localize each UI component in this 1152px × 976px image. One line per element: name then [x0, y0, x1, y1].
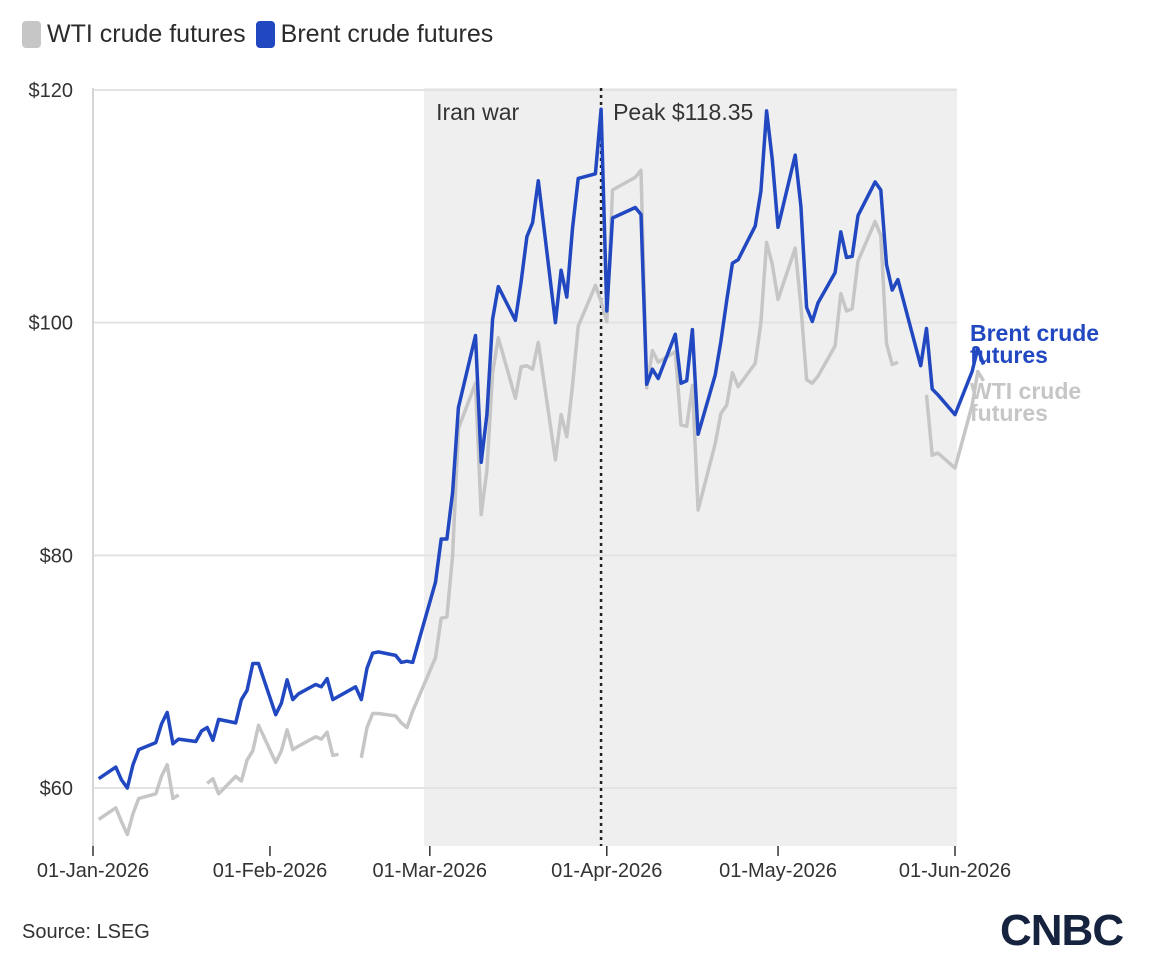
legend-item-brent[interactable]: Brent crude futures [255, 20, 494, 49]
peak-marker-label: Peak $118.35 [613, 99, 753, 125]
wti-swatch [22, 21, 41, 48]
x-tick-label: 01-May-2026 [719, 860, 837, 882]
y-tick-label: $100 [29, 313, 74, 335]
cnbc-logo: CNBC [1000, 906, 1124, 955]
x-tick-label: 01-Jan-2026 [37, 860, 149, 882]
x-tick-label: 01-Apr-2026 [551, 860, 662, 882]
brent-series-line [97, 107, 986, 790]
source-note: Source: LSEG [22, 921, 150, 943]
war-shaded-region [424, 88, 957, 846]
wti-end-label: WTI crude futures [970, 378, 1081, 426]
legend-label-brent: Brent crude futures [280, 20, 494, 48]
legend-label-wti: WTI crude futures [47, 20, 246, 48]
wti-series-line [97, 168, 985, 837]
y-tick-label: $60 [40, 778, 73, 800]
legend-item-wti[interactable]: WTI crude futures [22, 20, 246, 49]
oil-price-chart: $60 $80 $100 $120 01-Jan-2026 01-Feb-2026 01-M… [29, 80, 1100, 882]
brent-end-label: Brent crude futures [970, 320, 1099, 368]
legend: WTI crude futures Brent crude futures [22, 20, 493, 49]
y-tick-label: $80 [40, 545, 73, 567]
y-tick-label: $120 [29, 80, 74, 102]
war-region-label: Iran war [436, 99, 519, 125]
brent-swatch [255, 21, 275, 48]
x-tick-label: 01-Feb-2026 [213, 860, 328, 882]
x-tick-label: 01-Mar-2026 [373, 860, 488, 882]
x-tick-label: 01-Jun-2026 [899, 860, 1011, 882]
